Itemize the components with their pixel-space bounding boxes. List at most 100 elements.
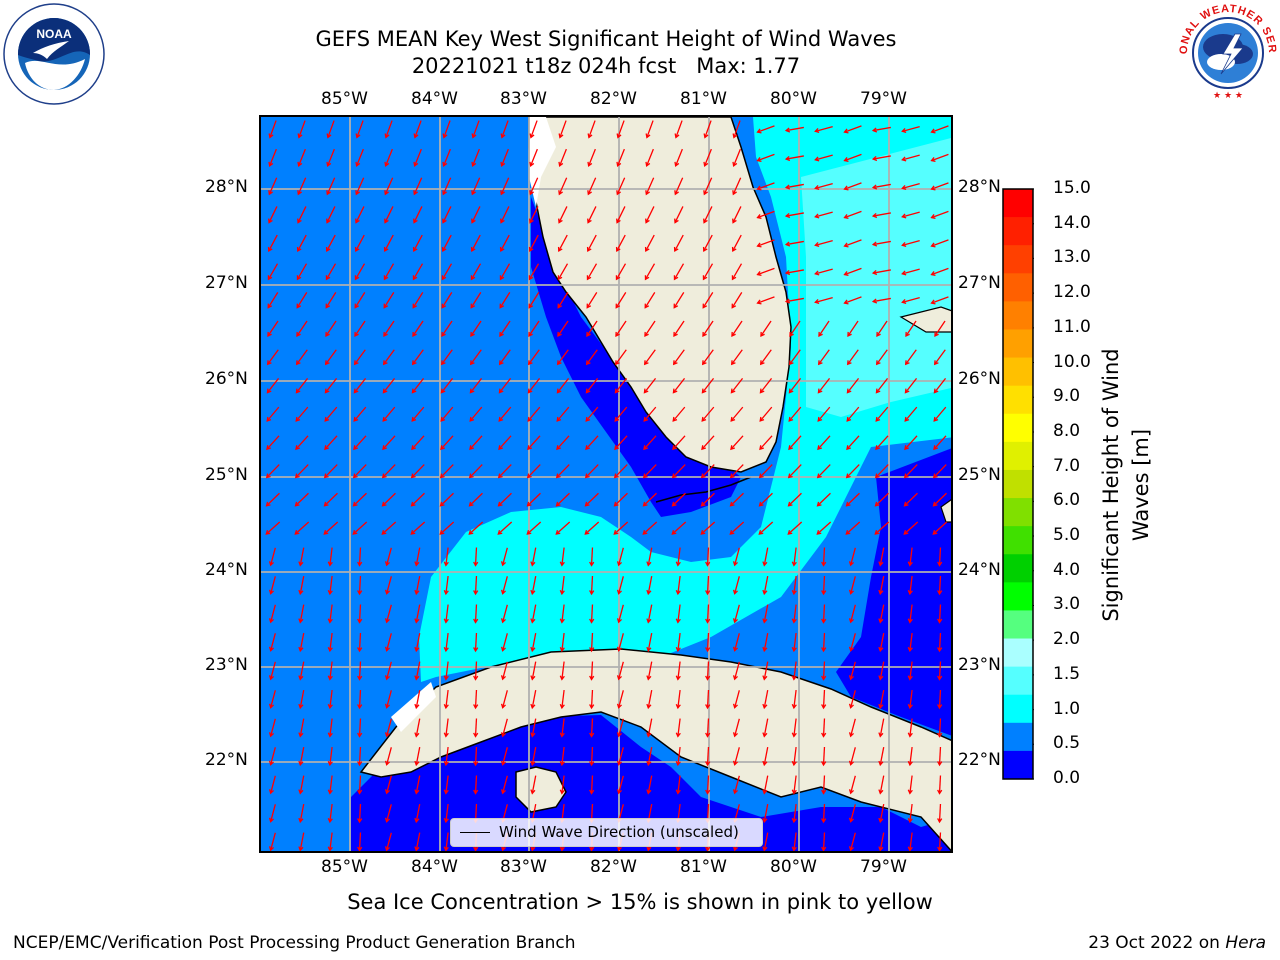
wave-direction-arrow: [266, 349, 279, 366]
wave-direction-arrow: [821, 689, 827, 710]
wave-direction-arrow: [758, 464, 773, 479]
wave-direction-arrow: [705, 547, 711, 567]
wave-direction-arrow: [268, 747, 276, 766]
colorbar-cell: [1003, 638, 1033, 668]
wave-direction-arrow: [642, 521, 658, 535]
wave-direction-arrow: [383, 263, 395, 281]
wave-direction-arrow: [643, 435, 657, 451]
wave-direction-arrow: [784, 212, 804, 219]
wave-direction-arrow: [265, 521, 281, 535]
wave-direction-arrow: [559, 632, 565, 653]
wave-direction-arrow: [355, 148, 364, 168]
wave-direction-arrow: [759, 406, 773, 422]
wave-direction-arrow: [297, 148, 306, 168]
wave-direction-arrow: [907, 632, 913, 653]
wave-direction-arrow: [905, 320, 917, 338]
wave-direction-arrow: [901, 154, 920, 162]
wave-direction-arrow: [937, 661, 943, 681]
wave-direction-arrow: [616, 747, 624, 766]
wave-direction-arrow: [473, 604, 479, 624]
wave-direction-arrow: [732, 576, 740, 595]
wave-direction-arrow: [932, 492, 947, 507]
wave-direction-arrow: [414, 690, 421, 710]
wave-direction-arrow: [384, 718, 392, 738]
wave-direction-arrow: [705, 718, 711, 738]
wave-direction-arrow: [326, 177, 336, 196]
wave-direction-arrow: [616, 148, 625, 168]
wave-direction-arrow: [817, 349, 830, 366]
wave-direction-arrow: [384, 177, 394, 196]
wave-direction-arrow: [410, 492, 425, 507]
wave-direction-arrow: [527, 349, 540, 366]
wave-direction-arrow: [732, 633, 740, 652]
grid-lines: [261, 117, 951, 851]
wave-direction-arrow: [357, 832, 363, 851]
wave-direction-arrow: [901, 211, 920, 219]
wave-direction-arrow: [930, 267, 949, 276]
wave-direction-arrow: [296, 320, 308, 338]
map-legend: Wind Wave Direction (unscaled): [450, 818, 763, 847]
wave-direction-arrow: [845, 464, 860, 479]
wave-direction-arrow: [268, 718, 276, 738]
lat-label-left-28n: 28°N: [205, 177, 248, 197]
wave-direction-arrow: [731, 292, 743, 309]
wave-direction-arrow: [843, 239, 862, 248]
wave-direction-arrow: [933, 435, 947, 451]
wave-direction-arrow: [791, 689, 797, 710]
wave-direction-arrow: [530, 604, 537, 624]
wave-direction-arrow: [500, 604, 508, 624]
wave-direction-arrow: [529, 120, 538, 139]
svg-text:NOAA: NOAA: [36, 27, 72, 41]
wave-direction-arrow: [528, 292, 540, 309]
wave-direction-arrow: [556, 406, 570, 422]
wave-direction-arrow: [440, 435, 454, 451]
lon-label-top-83w: 83°W: [500, 89, 547, 109]
colorbar-cell: [1003, 526, 1033, 555]
wave-direction-arrow: [907, 604, 913, 624]
colorbar-tick-label: 0.5: [1053, 733, 1081, 754]
wave-direction-arrow: [705, 661, 711, 681]
wave-direction-arrow: [934, 320, 946, 338]
wave-direction-arrow: [759, 435, 773, 451]
wave-direction-arrow: [907, 689, 913, 710]
wave-direction-arrow: [878, 633, 885, 653]
wave-direction-arrow: [845, 521, 861, 535]
wave-direction-arrow: [843, 153, 862, 162]
wave-direction-arrow: [821, 575, 827, 596]
colorbar: [1002, 188, 1034, 780]
wave-direction-arrow: [878, 690, 885, 710]
colorbar-tick-label: 3.0: [1053, 594, 1081, 615]
wave-direction-arrow: [907, 832, 913, 851]
colorbar-tick-label: 14.0: [1053, 212, 1091, 233]
wave-direction-arrow: [587, 120, 596, 139]
wave-direction-arrow: [732, 747, 740, 766]
lon-label-top-81w: 81°W: [680, 89, 727, 109]
wave-direction-arrow: [614, 349, 627, 366]
wave-direction-arrow: [847, 320, 859, 338]
wave-direction-arrow: [530, 547, 537, 567]
wave-direction-arrow: [414, 747, 421, 767]
wave-direction-arrow: [878, 804, 885, 824]
wave-direction-arrow: [414, 718, 421, 738]
wave-direction-arrow: [907, 547, 913, 567]
wave-direction-arrow: [937, 689, 943, 710]
wave-direction-arrow: [265, 492, 280, 507]
wave-direction-arrow: [384, 206, 394, 224]
wave-direction-arrow: [324, 406, 338, 422]
wave-band-blue-south: [351, 715, 951, 851]
wave-direction-arrow: [878, 604, 885, 624]
wave-direction-arrow: [732, 148, 741, 168]
wave-direction-arrow: [268, 177, 278, 196]
wave-direction-arrow: [382, 378, 396, 394]
wave-direction-arrow: [298, 775, 305, 795]
wave-direction-arrow: [904, 349, 917, 366]
wave-direction-arrow: [843, 125, 862, 134]
colorbar-label-line2: Waves [m]: [1129, 428, 1153, 542]
wave-direction-arrow: [875, 406, 889, 422]
wave-direction-arrow: [674, 206, 684, 224]
wave-direction-arrow: [295, 435, 309, 451]
wave-direction-arrow: [614, 406, 628, 422]
wave-direction-arrow: [675, 575, 681, 596]
wave-direction-arrow: [759, 378, 773, 394]
wave-band-blue-east: [836, 448, 951, 736]
